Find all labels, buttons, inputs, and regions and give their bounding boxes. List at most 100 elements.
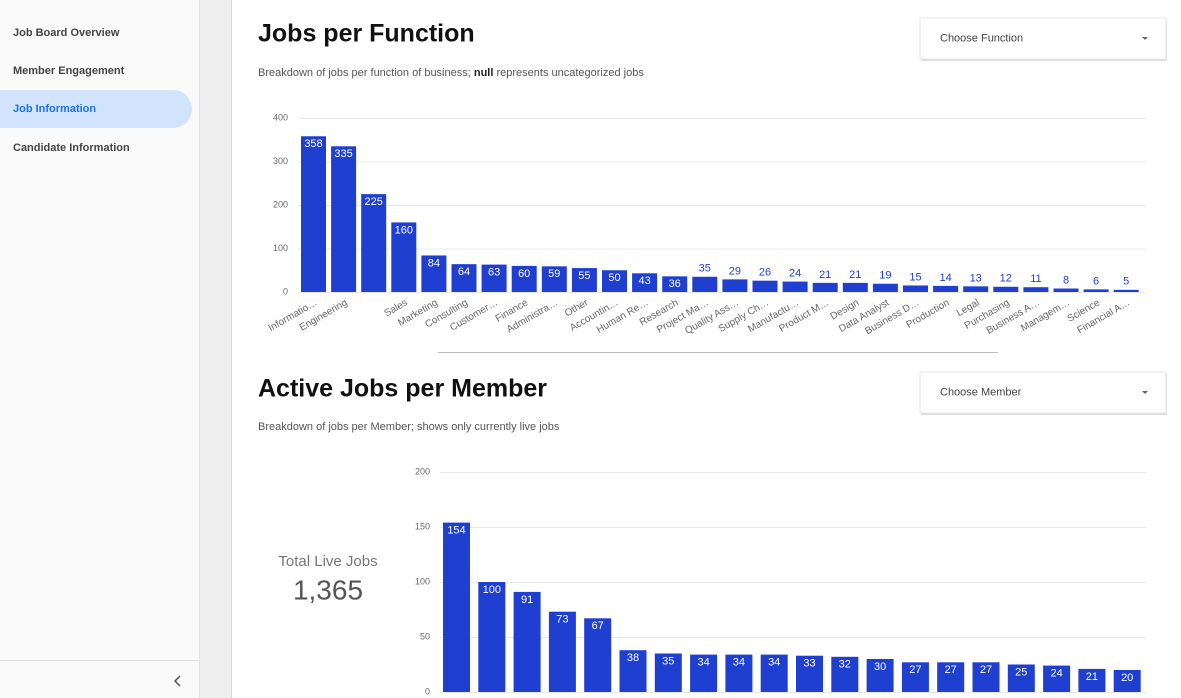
subtitle-part: represents uncategorized jobs xyxy=(493,67,644,79)
value-label: 33 xyxy=(803,658,815,670)
value-label: 21 xyxy=(819,269,831,281)
active-highlight xyxy=(0,90,192,128)
value-label: 21 xyxy=(849,269,861,281)
value-label: 154 xyxy=(447,525,465,537)
value-label: 8 xyxy=(1063,274,1069,286)
section-subtitle: Breakdown of jobs per function of busine… xyxy=(258,67,644,79)
value-label: 19 xyxy=(879,270,891,282)
bar xyxy=(391,222,417,292)
dropdown-arrow[interactable] xyxy=(1142,37,1148,40)
value-label: 36 xyxy=(669,278,681,290)
value-label: 27 xyxy=(945,664,957,676)
value-label: 35 xyxy=(662,655,674,667)
bar xyxy=(725,654,753,692)
value-label: 73 xyxy=(556,614,568,626)
value-label: 27 xyxy=(909,664,921,676)
bar xyxy=(451,264,477,292)
y-tick-label: 50 xyxy=(420,631,430,641)
value-label: 14 xyxy=(939,272,951,284)
bar xyxy=(831,656,859,692)
bar xyxy=(901,662,929,692)
bar xyxy=(690,654,718,692)
value-label: 6 xyxy=(1093,275,1099,287)
value-label: 63 xyxy=(488,267,500,279)
value-label: 25 xyxy=(1015,666,1027,678)
value-label: 24 xyxy=(789,267,801,279)
bar xyxy=(1113,289,1139,292)
bar xyxy=(963,286,989,292)
bar xyxy=(866,659,894,692)
value-label: 160 xyxy=(395,224,413,236)
bar xyxy=(937,662,965,692)
value-label: 358 xyxy=(304,138,322,150)
scorecard-value: 1,365 xyxy=(293,574,363,605)
y-tick-label: 150 xyxy=(415,521,430,531)
value-label: 100 xyxy=(483,584,501,596)
bar xyxy=(619,650,647,692)
value-label: 35 xyxy=(699,263,711,275)
value-label: 55 xyxy=(578,270,590,282)
y-tick-label: 100 xyxy=(273,243,288,253)
value-label: 24 xyxy=(1050,668,1062,680)
value-label: 225 xyxy=(365,196,383,208)
bar xyxy=(872,283,898,292)
value-label: 32 xyxy=(839,659,851,671)
y-tick-label: 0 xyxy=(425,686,430,696)
nav-item[interactable]: Job Board Overview xyxy=(13,27,120,39)
value-label: 335 xyxy=(334,148,352,160)
section-subtitle: Breakdown of jobs per Member; shows only… xyxy=(258,421,560,433)
value-label: 91 xyxy=(521,594,533,606)
y-tick-label: 300 xyxy=(273,156,288,166)
bar xyxy=(993,286,1019,292)
bar xyxy=(443,522,470,692)
bar xyxy=(1053,288,1079,292)
bar xyxy=(782,281,808,292)
bar xyxy=(796,655,823,692)
dropdown-arrow[interactable] xyxy=(1142,391,1148,394)
bar xyxy=(812,282,838,292)
bar xyxy=(662,276,688,292)
bar xyxy=(361,194,387,292)
nav-item[interactable]: Job Information xyxy=(13,103,96,115)
subtitle-part: Breakdown of jobs per Member; shows only… xyxy=(258,421,560,433)
bar xyxy=(692,276,718,292)
value-label: 21 xyxy=(1086,671,1098,683)
bar xyxy=(602,270,627,292)
collapse-button[interactable] xyxy=(173,675,181,687)
subtitle-part: Breakdown of jobs per function of busine… xyxy=(258,67,474,79)
value-label: 34 xyxy=(697,657,709,669)
bar xyxy=(301,136,326,292)
bar xyxy=(842,282,868,292)
dropdown-label[interactable]: Choose Member xyxy=(940,386,1022,398)
value-label: 13 xyxy=(970,272,982,284)
value-label: 15 xyxy=(909,271,921,283)
nav-item[interactable]: Candidate Information xyxy=(13,142,130,154)
bar xyxy=(584,618,612,692)
bar xyxy=(1083,289,1109,292)
dropdown[interactable] xyxy=(919,371,1167,414)
value-label: 20 xyxy=(1121,672,1133,684)
bar xyxy=(421,255,447,292)
bar xyxy=(1078,668,1106,692)
bar xyxy=(632,273,658,292)
bar xyxy=(478,582,506,692)
bar xyxy=(933,285,959,292)
dropdown[interactable] xyxy=(919,17,1167,60)
bar xyxy=(1023,287,1049,292)
bar xyxy=(1113,670,1141,692)
value-label: 27 xyxy=(980,664,992,676)
y-tick-label: 200 xyxy=(415,466,430,476)
bar xyxy=(481,264,507,292)
bar xyxy=(1043,665,1071,692)
value-label: 29 xyxy=(729,265,741,277)
y-tick-label: 400 xyxy=(273,112,288,122)
value-label: 12 xyxy=(1000,273,1012,285)
bar xyxy=(760,654,788,692)
value-label: 34 xyxy=(733,657,745,669)
dropdown-label[interactable]: Choose Function xyxy=(940,32,1023,44)
section-title: Active Jobs per Member xyxy=(258,375,547,403)
bar xyxy=(972,662,1000,692)
nav-item[interactable]: Member Engagement xyxy=(13,65,125,77)
section-title: Jobs per Function xyxy=(258,20,475,48)
subtitle-part: null xyxy=(474,67,494,79)
